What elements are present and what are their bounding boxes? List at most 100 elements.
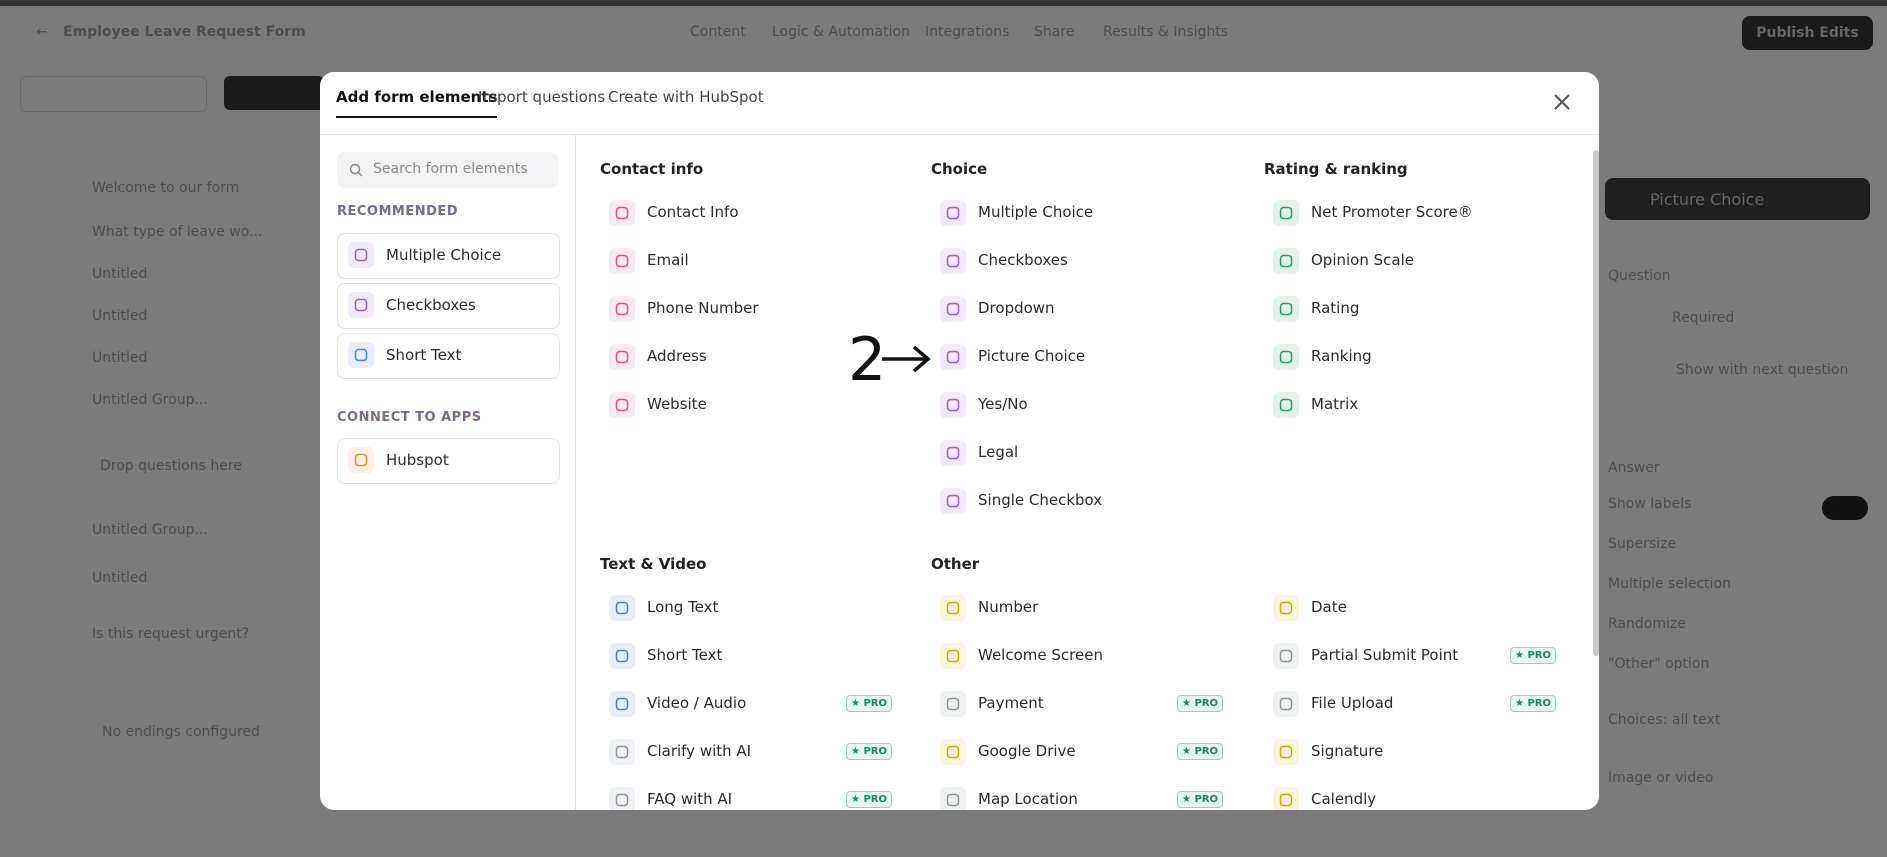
tab[interactable]: Import questions xyxy=(478,88,606,106)
item-icon xyxy=(1273,595,1299,621)
nav-tab[interactable]: Logic & Automation xyxy=(772,24,910,40)
item-icon xyxy=(1273,691,1299,717)
item-icon xyxy=(609,691,635,717)
element-label[interactable]: Welcome Screen xyxy=(978,646,1103,664)
element-label: Hubspot xyxy=(386,451,449,469)
section-heading: RECOMMENDED xyxy=(337,204,459,219)
nav-tab[interactable]: Results & Insights xyxy=(1103,24,1229,40)
nav-tab[interactable]: Integrations xyxy=(925,24,1010,40)
element-label[interactable]: Website xyxy=(647,395,707,413)
element-label[interactable]: Payment xyxy=(978,694,1044,712)
element-label[interactable]: Dropdown xyxy=(978,299,1055,317)
search-box[interactable]: Search form elements xyxy=(337,152,558,188)
element-label[interactable]: Picture Choice xyxy=(978,347,1086,365)
element-label[interactable]: Short Text xyxy=(647,646,723,664)
element-card[interactable]: Checkboxes xyxy=(337,283,560,329)
pro-badge: ★ PRO xyxy=(1177,791,1223,808)
tab[interactable]: Add form elements xyxy=(336,88,498,106)
annotation: 2 xyxy=(848,325,887,395)
close-button[interactable] xyxy=(1552,92,1572,112)
tab[interactable]: Create with HubSpot xyxy=(608,88,764,106)
item-icon xyxy=(348,342,374,368)
setting-label: Choices: all text xyxy=(1608,712,1721,728)
element-label[interactable]: Opinion Scale xyxy=(1311,251,1414,269)
nav-tab[interactable]: Share xyxy=(1034,24,1075,40)
item-icon xyxy=(940,248,966,274)
element-label[interactable]: Google Drive xyxy=(978,742,1076,760)
element-label[interactable]: FAQ with AI xyxy=(647,790,733,808)
add-button[interactable] xyxy=(224,76,324,110)
scrollbar[interactable] xyxy=(1593,150,1599,656)
element-label[interactable]: Address xyxy=(647,347,707,365)
question-item: Untitled Group... xyxy=(92,522,208,538)
item-icon xyxy=(940,787,966,810)
back-icon[interactable]: ← xyxy=(36,24,48,40)
item-icon xyxy=(609,739,635,765)
item-icon xyxy=(1273,248,1299,274)
filter-box xyxy=(20,76,207,112)
pro-badge: ★ PRO xyxy=(1177,743,1223,760)
item-icon xyxy=(348,242,374,268)
element-label[interactable]: Map Location xyxy=(978,790,1078,808)
element-label[interactable]: Net Promoter Score® xyxy=(1311,203,1473,221)
element-card[interactable]: Multiple Choice xyxy=(337,233,560,279)
element-label[interactable]: Video / Audio xyxy=(647,694,747,712)
element-label: Multiple Choice xyxy=(386,246,502,264)
setting-label: Image or video xyxy=(1608,770,1714,786)
element-label[interactable]: File Upload xyxy=(1311,694,1394,712)
element-label[interactable]: Number xyxy=(978,598,1039,616)
element-card[interactable]: Short Text xyxy=(337,333,560,379)
setting-label: Supersize xyxy=(1608,536,1677,552)
setting-label: Question xyxy=(1608,268,1671,284)
item-icon xyxy=(940,691,966,717)
item-icon xyxy=(609,248,635,274)
pro-badge: ★ PRO xyxy=(846,791,892,808)
element-label[interactable]: Yes/No xyxy=(978,395,1028,413)
divider xyxy=(320,134,1599,135)
item-icon xyxy=(1273,296,1299,322)
pro-badge: ★ PRO xyxy=(1510,647,1556,664)
toggle[interactable] xyxy=(1822,496,1868,520)
element-label[interactable]: Legal xyxy=(978,443,1019,461)
item-icon xyxy=(348,447,374,473)
type-select[interactable] xyxy=(1605,178,1870,220)
element-label[interactable]: Long Text xyxy=(647,598,719,616)
element-label[interactable]: Ranking xyxy=(1311,347,1372,365)
pro-badge: ★ PRO xyxy=(846,743,892,760)
element-label[interactable]: Date xyxy=(1311,598,1347,616)
element-label[interactable]: Single Checkbox xyxy=(978,491,1103,509)
element-label[interactable]: Checkboxes xyxy=(978,251,1068,269)
tab-underline xyxy=(336,116,497,118)
item-icon xyxy=(1273,739,1299,765)
item-icon xyxy=(940,488,966,514)
item-icon xyxy=(609,392,635,418)
question-item: What type of leave wo... xyxy=(92,224,263,240)
element-label[interactable]: Calendly xyxy=(1311,790,1377,808)
element-label[interactable]: Multiple Choice xyxy=(978,203,1094,221)
question-item: Untitled xyxy=(92,266,148,282)
publish-button[interactable]: Publish Edits xyxy=(1742,16,1873,50)
element-label[interactable]: Contact Info xyxy=(647,203,739,221)
section-title: Choice xyxy=(931,160,988,178)
element-label[interactable]: Matrix xyxy=(1311,395,1359,413)
element-label[interactable]: Partial Submit Point xyxy=(1311,646,1459,664)
item-icon xyxy=(609,200,635,226)
divider xyxy=(575,135,576,810)
setting-label: Answer xyxy=(1608,460,1660,476)
element-label[interactable]: Signature xyxy=(1311,742,1384,760)
section-title: Text & Video xyxy=(600,555,707,573)
item-icon xyxy=(609,296,635,322)
setting-label: Multiple selection xyxy=(1608,576,1731,592)
pro-badge: ★ PRO xyxy=(1177,695,1223,712)
element-label[interactable]: Phone Number xyxy=(647,299,759,317)
nav-tab[interactable]: Content xyxy=(690,24,746,40)
item-icon xyxy=(609,344,635,370)
element-label: Checkboxes xyxy=(386,296,476,314)
element-label[interactable]: Clarify with AI xyxy=(647,742,752,760)
question-item: Untitled Group... xyxy=(92,392,208,408)
element-label[interactable]: Rating xyxy=(1311,299,1360,317)
item-icon xyxy=(940,200,966,226)
element-label[interactable]: Email xyxy=(647,251,689,269)
element-card[interactable]: Hubspot xyxy=(337,438,560,484)
modal: Search form elements RECOMMENDED CONNECT… xyxy=(320,72,1599,810)
